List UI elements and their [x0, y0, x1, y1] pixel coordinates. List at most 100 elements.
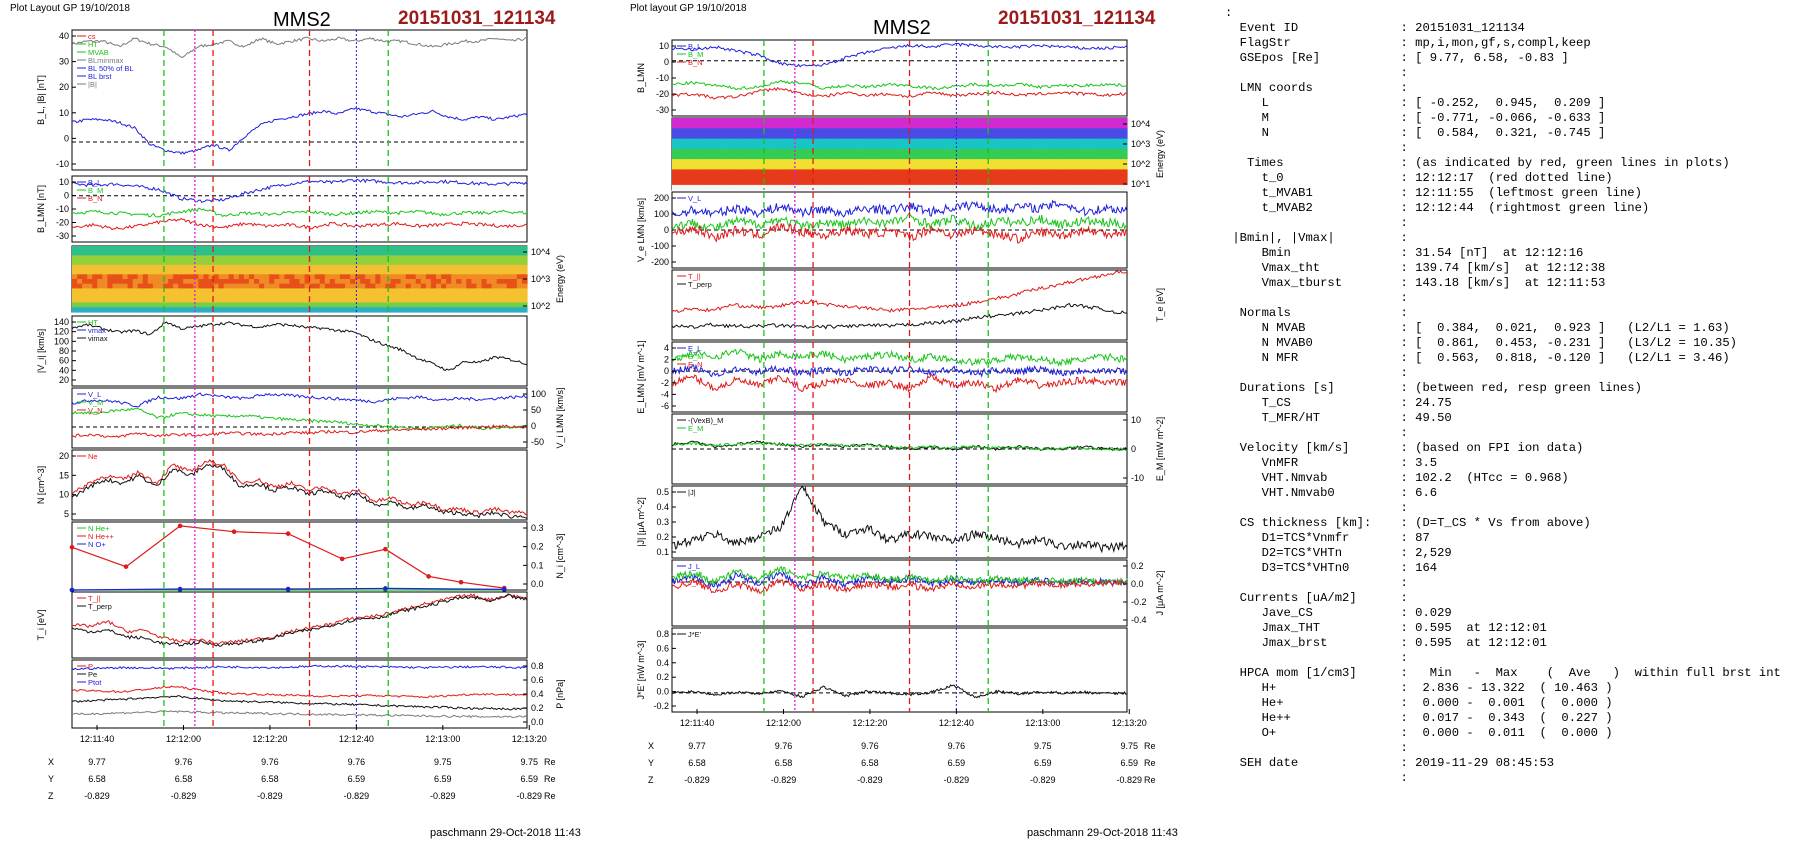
spectrogram-cell — [823, 133, 830, 140]
spectrogram-cell — [934, 154, 941, 160]
spectrogram-cell — [1005, 159, 1012, 165]
spectrogram-cell — [879, 148, 885, 155]
spectrogram-cell — [471, 260, 478, 266]
spectrogram-cell — [496, 288, 503, 294]
spectrogram-cell — [400, 260, 407, 266]
spectrogram-cell — [168, 260, 174, 266]
spectrogram-cell — [511, 293, 518, 299]
spectrogram-cell — [702, 128, 708, 134]
spectrogram-cell — [945, 118, 951, 124]
spectrogram-cell — [233, 260, 240, 266]
spectrogram-cell — [1000, 184, 1007, 191]
spectrogram-cell — [919, 164, 926, 170]
position-value: 6.59 — [1121, 758, 1139, 768]
spectrogram-cell — [304, 255, 311, 261]
spectrogram-cell — [157, 246, 164, 252]
spectrogram-cell — [788, 159, 794, 165]
spectrogram-cell — [299, 246, 306, 252]
spectrogram-cell — [400, 288, 407, 294]
series-line-P_B — [71, 664, 528, 671]
spectrogram-cell — [284, 274, 290, 280]
spectrogram-cell — [722, 123, 729, 129]
position-row-label: Y — [648, 758, 654, 768]
spectrogram-cell — [702, 123, 708, 129]
spectrogram-cell — [884, 164, 890, 170]
spectrogram-cell — [471, 293, 478, 299]
spectrogram-cell — [107, 260, 114, 266]
spectrogram-cell — [223, 302, 230, 308]
spectrogram-cell — [264, 255, 270, 261]
spectrogram-cell — [859, 148, 865, 155]
spectrogram-cell — [1076, 148, 1083, 155]
spectrogram-cell — [223, 279, 230, 285]
spectrogram-cell — [747, 174, 754, 181]
spectrogram-cell — [132, 264, 139, 271]
spectrogram-cell — [1071, 169, 1078, 176]
spectrogram-cell — [1076, 123, 1083, 129]
spectrogram-cell — [692, 118, 698, 124]
spectrogram-cell — [122, 255, 129, 261]
spectrogram-cell — [400, 297, 407, 304]
spectrogram-cell — [783, 174, 789, 181]
spectrogram-cell — [157, 269, 164, 275]
spectrogram-cell — [1061, 159, 1067, 165]
spectrogram-cell — [147, 288, 154, 294]
spectrogram-cell — [1096, 184, 1103, 191]
spectrogram-cell — [990, 164, 997, 170]
spectrogram-cell — [990, 123, 997, 129]
spectrogram-cell — [415, 288, 422, 294]
spectrogram-cell — [899, 159, 906, 165]
spectrogram-cell — [112, 307, 119, 313]
spectrogram-cell — [914, 118, 921, 124]
spectrogram-cell — [137, 274, 144, 280]
spectrogram-cell — [259, 260, 265, 266]
spectrogram-cell — [1081, 133, 1088, 140]
spectrogram-cell — [395, 288, 402, 294]
spectrogram-cell — [198, 255, 205, 261]
spectrogram-cell — [1091, 179, 1098, 186]
spectrogram-cell — [894, 138, 901, 145]
spectrogram-cell — [405, 260, 412, 266]
spectrogram-cell — [955, 143, 961, 150]
spectrogram-cell — [1000, 159, 1007, 165]
spectrogram-cell — [521, 274, 528, 280]
spectrogram-cell — [929, 123, 936, 129]
spectrogram-cell — [818, 174, 825, 181]
spectrogram-cell — [929, 164, 936, 170]
spectrogram-cell — [213, 293, 220, 299]
spectrogram-cell — [768, 174, 774, 181]
spectrogram-cell — [481, 255, 488, 261]
spectrogram-cell — [889, 128, 896, 134]
spectrogram-cell — [1025, 154, 1032, 160]
spectrogram-cell — [1020, 154, 1027, 160]
spectrogram-cell — [747, 143, 754, 150]
spectrogram-cell — [889, 143, 896, 150]
y-tick-label: 0.3 — [656, 517, 669, 527]
spectrogram-cell — [995, 184, 1002, 191]
spectrogram-cell — [1010, 179, 1017, 186]
spectrogram-cell — [1111, 169, 1118, 176]
spectrogram-cell — [294, 302, 301, 308]
spectrogram-cell — [682, 179, 688, 186]
spectrogram-cell — [677, 143, 683, 150]
spectrogram-cell — [783, 184, 789, 191]
spectrogram-cell — [405, 250, 412, 256]
spectrogram-cell — [990, 184, 997, 191]
spectrogram-cell — [950, 123, 956, 129]
spectrogram-cell — [309, 255, 316, 261]
spectrogram-cell — [157, 279, 164, 285]
spectrogram-cell — [773, 118, 779, 124]
spectrogram-cell — [102, 260, 108, 266]
spectrogram-cell — [385, 293, 392, 299]
series-line-|V_i| — [71, 321, 528, 371]
spectrogram-cell — [763, 164, 769, 170]
legend-label: vimax — [88, 334, 108, 343]
spectrogram-cell — [1041, 143, 1047, 150]
spectrogram-cell — [1081, 169, 1088, 176]
spectrogram-cell — [213, 269, 220, 275]
spectrogram-cell — [112, 246, 119, 252]
spectrogram-cell — [213, 264, 220, 271]
spectrogram-cell — [747, 123, 754, 129]
spectrogram-cell — [1020, 143, 1027, 150]
spectrogram-cell — [324, 260, 331, 266]
